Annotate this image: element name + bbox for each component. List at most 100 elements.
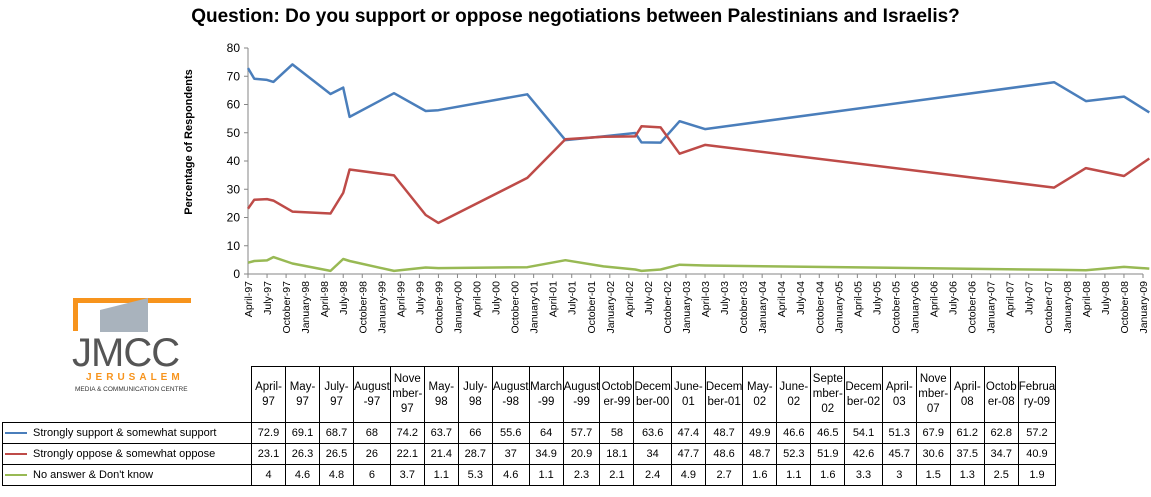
column-header-line: August <box>354 380 390 393</box>
table-cell: 61.2 <box>949 422 985 444</box>
column-header-line: August <box>492 380 529 393</box>
table-cell: 55.6 <box>491 422 530 444</box>
table-cell: 68 <box>353 422 391 444</box>
table-cell: 18.1 <box>599 443 635 465</box>
table-cell: 52.3 <box>776 443 812 465</box>
column-header-line: Nove <box>919 373 947 385</box>
column-header: Octob er-08 <box>983 366 1019 423</box>
table-cell: 63.7 <box>423 422 459 444</box>
column-header: May- 02 <box>742 366 778 423</box>
logo-line2: MEDIA & COMMUNICATION CENTRE <box>75 386 188 393</box>
column-header-line: Octob <box>985 380 1017 393</box>
x-tick-label: October-03 <box>738 281 750 334</box>
x-tick-label: April-05 <box>852 281 864 317</box>
y-tick-label: 20 <box>227 211 241 225</box>
table-cell: 62.8 <box>983 422 1019 444</box>
table-cell: 57.2 <box>1017 422 1057 444</box>
logo-building <box>100 298 148 332</box>
x-tick-label: January-01 <box>529 281 541 334</box>
y-tick-label: 80 <box>227 41 241 55</box>
column-header-line: 02 <box>787 395 801 408</box>
table-cell: 48.7 <box>704 422 744 444</box>
legend-label: Strongly oppose & somewhat oppose <box>33 448 216 460</box>
x-tick-label: April-06 <box>929 281 941 317</box>
column-header: March -99 <box>528 366 564 423</box>
x-tick-label: January-06 <box>909 281 921 334</box>
column-header-line: July-97 <box>324 380 349 408</box>
x-tick-label: April-97 <box>243 281 255 317</box>
legend-label: No answer & Don't know <box>33 469 154 481</box>
table-row: No answer & Don't know 4 4.6 4.8 6 3.7 1.1 5.3 4… <box>2 464 1057 486</box>
table-cell: 4.6 <box>491 464 530 486</box>
column-header: Decem ber-00 <box>633 366 672 423</box>
column-header-line: Decem <box>634 380 671 393</box>
y-tick-label: 0 <box>233 267 240 281</box>
column-header-line: April- <box>255 380 282 393</box>
x-tick-label: July-99 <box>414 281 426 315</box>
column-header-line: June- <box>779 380 809 393</box>
legend-key <box>5 432 27 435</box>
column-header: August -99 <box>562 366 601 423</box>
table-row: Strongly support & somewhat support 72.9 6… <box>2 422 1057 444</box>
x-tick-label: October-01 <box>586 281 598 334</box>
table-cell: 42.6 <box>844 443 883 465</box>
table-cell: 4.9 <box>670 464 706 486</box>
column-header: August -97 <box>353 366 391 423</box>
column-header-line: April- <box>953 380 981 393</box>
table-cell: 34.9 <box>528 443 564 465</box>
x-tick-label: July-06 <box>948 281 960 315</box>
x-tick-label: July-08 <box>1100 281 1112 315</box>
y-tick-label: 50 <box>227 126 241 140</box>
table-cell: 28.7 <box>457 443 493 465</box>
column-header-line: Septe <box>812 373 843 385</box>
table-cell: 4.8 <box>319 464 354 486</box>
column-header-line: -97 <box>363 395 381 408</box>
column-header: Octob er-99 <box>599 366 635 423</box>
table-cell: 46.5 <box>810 422 846 444</box>
table-cell: 37 <box>491 443 530 465</box>
x-tick-label: October-04 <box>814 281 826 334</box>
x-tick-label: October-08 <box>1119 281 1131 334</box>
table-cell: 47.7 <box>670 443 706 465</box>
table-cell: 6 <box>353 464 391 486</box>
table-cell: 3 <box>881 464 917 486</box>
logo-graphic: JMCC JERUSALEM MEDIA & COMMUNICATION CEN… <box>72 298 191 393</box>
row-legend: Strongly support & somewhat support <box>2 422 252 444</box>
table-cell: 67.9 <box>915 422 951 444</box>
legend-key <box>5 474 27 477</box>
x-tick-label: July-02 <box>643 281 655 315</box>
x-tick-label: April-00 <box>472 281 484 317</box>
column-header-line: -98 <box>502 395 520 408</box>
x-tick-label: January-04 <box>757 281 769 334</box>
column-header-line: July-98 <box>463 380 488 408</box>
table-cell: 26.5 <box>319 443 354 465</box>
table-cell: 2.7 <box>704 464 744 486</box>
column-header-line: Decem <box>705 380 743 393</box>
table-cell: 3.3 <box>844 464 883 486</box>
column-header-line: 97 <box>262 395 275 408</box>
column-header-line: August <box>563 380 600 393</box>
x-tick-label: July-04 <box>795 281 807 315</box>
x-tick-label: October-02 <box>662 281 674 334</box>
column-header: June- 02 <box>776 366 812 423</box>
column-header-line: 08 <box>960 395 974 408</box>
y-tick-label: 10 <box>227 239 241 253</box>
y-tick-label: 40 <box>227 154 241 168</box>
jmcc-logo: JMCC JERUSALEM MEDIA & COMMUNICATION CEN… <box>70 296 220 416</box>
table-cell: 23.1 <box>251 443 286 465</box>
column-header: Decem ber-02 <box>844 366 883 423</box>
column-header-line: Februa <box>1018 380 1056 393</box>
x-tick-label: April-01 <box>548 281 560 317</box>
x-tick-label: July-01 <box>567 281 579 315</box>
table-cell: 63.6 <box>633 422 672 444</box>
column-header-line: 97 <box>296 395 309 408</box>
x-tick-label: October-98 <box>357 281 369 334</box>
x-tick-label: April-02 <box>624 281 636 317</box>
table-cell: 48.6 <box>704 443 744 465</box>
table-cell: 46.6 <box>776 422 812 444</box>
column-header-line: Nove <box>393 373 421 385</box>
column-header-line: 02 <box>821 403 835 415</box>
table-cell: 3.7 <box>389 464 425 486</box>
column-header-line: mber- <box>812 388 843 400</box>
x-tick-label: January-02 <box>605 281 617 334</box>
